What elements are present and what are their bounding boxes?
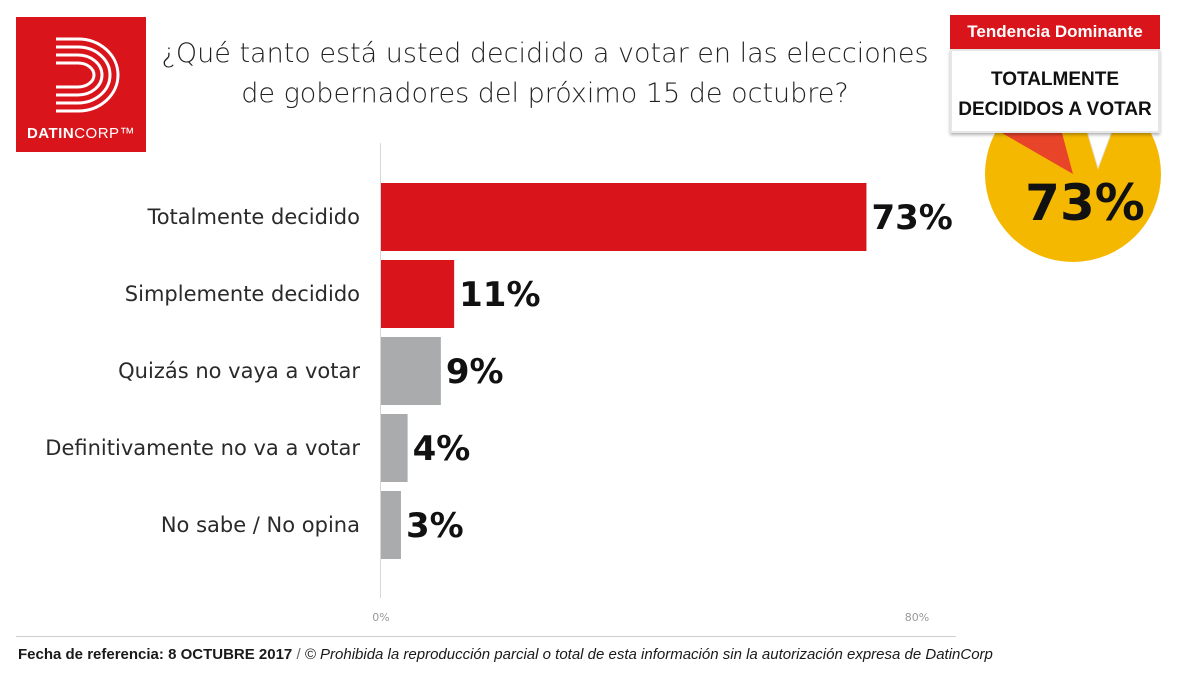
logo-wordmark: DATINCORP™ [16, 125, 146, 142]
footer-note: © Prohibida la reproducción parcial o to… [304, 646, 993, 663]
footer-separator: / [292, 646, 305, 663]
badge-line-2: DECIDIDOS A VOTAR [958, 99, 1152, 120]
category-label: Simplemente decidido [125, 282, 360, 306]
category-label: Totalmente decidido [146, 205, 360, 229]
footer: Fecha de referencia: 8 OCTUBRE 2017 / © … [18, 646, 1198, 663]
bar [381, 414, 408, 482]
datincorp-logo: DATINCORP™ [16, 17, 146, 152]
badge-line-1: TOTALMENTE [990, 69, 1120, 90]
bar [381, 260, 455, 328]
footer-reference: Fecha de referencia: 8 OCTUBRE 2017 [18, 646, 293, 663]
data-label: 9% [446, 352, 504, 392]
logo-name-light: CORP™ [74, 125, 136, 142]
data-label: 11% [459, 275, 540, 315]
footer-divider [16, 636, 956, 637]
chart-title: ¿Qué tanto está usted decidido a votar e… [160, 34, 930, 114]
bar [381, 491, 401, 559]
badge-header: Tendencia Dominante [950, 15, 1160, 49]
logo-name-bold: DATIN [26, 125, 75, 142]
datincorp-logo-mark-icon [56, 37, 120, 113]
data-label: 3% [406, 506, 464, 546]
data-label: 4% [413, 429, 471, 469]
category-label: Quizás no vaya a votar [118, 359, 360, 383]
category-label: Definitivamente no va a votar [45, 436, 360, 460]
bar [381, 337, 441, 405]
x-tick-label: 80% [905, 611, 929, 624]
x-tick-label: 0% [372, 611, 389, 624]
bar [381, 183, 867, 251]
category-label: No sabe / No opina [161, 513, 360, 537]
badge-box: TOTALMENTE DECIDIDOS A VOTAR [950, 49, 1160, 133]
chart-title-line-1: ¿Qué tanto está usted decidido a votar e… [161, 38, 929, 69]
chart-title-line-2: de gobernadores del próximo 15 de octubr… [241, 78, 849, 109]
data-label: 73% [871, 198, 952, 238]
badge-value: 73% [1025, 174, 1145, 232]
